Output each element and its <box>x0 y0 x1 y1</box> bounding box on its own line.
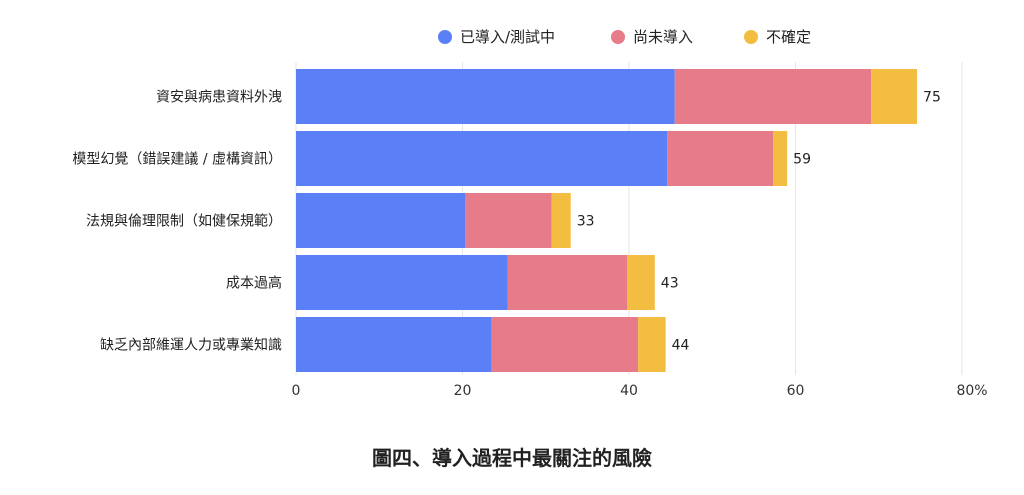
total-label: 33 <box>577 214 595 230</box>
x-tick-label: 20 <box>454 383 472 399</box>
bar-segment <box>507 255 628 310</box>
bar-segment <box>464 193 552 248</box>
legend-label: 不確定 <box>766 28 811 46</box>
bar-segment <box>296 69 675 124</box>
total-label: 59 <box>793 152 811 168</box>
x-tick-label: 40 <box>620 383 638 399</box>
bar-segment <box>638 317 666 372</box>
category-label: 成本過高 <box>226 275 282 292</box>
bar-segment <box>773 131 788 186</box>
legend-swatch <box>611 30 625 44</box>
total-label: 44 <box>672 338 690 354</box>
legend-label: 尚未導入 <box>633 28 693 46</box>
category-label: 模型幻覺（錯誤建議 / 虛構資訊） <box>72 151 282 168</box>
bar-segment <box>296 255 508 310</box>
legend-swatch <box>438 30 452 44</box>
x-tick-label: 0 <box>292 383 301 399</box>
x-tick-label: 80% <box>956 383 987 399</box>
bar-segment <box>296 193 465 248</box>
legend: 已導入/測試中 尚未導入 不確定 <box>438 28 811 46</box>
bar-segment <box>667 131 774 186</box>
bar-segment <box>627 255 655 310</box>
legend-swatch <box>744 30 758 44</box>
category-label: 法規與倫理限制（如健保規範） <box>86 213 282 230</box>
total-label: 43 <box>661 276 679 292</box>
bar-segment <box>296 131 668 186</box>
x-axis-ticks: 0 20 40 60 80% <box>292 383 988 399</box>
bar-segment <box>551 193 571 248</box>
total-labels: 75 59 33 43 44 <box>577 90 941 354</box>
x-tick-label: 60 <box>787 383 805 399</box>
category-label: 資安與病患資料外洩 <box>156 90 282 106</box>
bar-segment <box>871 69 918 124</box>
total-label: 75 <box>923 90 941 106</box>
legend-label: 已導入/測試中 <box>460 28 555 46</box>
bar-segment <box>296 317 492 372</box>
category-label: 缺乏內部維運人力或專業知識 <box>100 337 282 354</box>
bars <box>296 69 918 372</box>
bar-segment <box>674 69 872 124</box>
bar-segment <box>491 317 639 372</box>
chart-title: 圖四、導入過程中最關注的風險 <box>372 446 652 470</box>
